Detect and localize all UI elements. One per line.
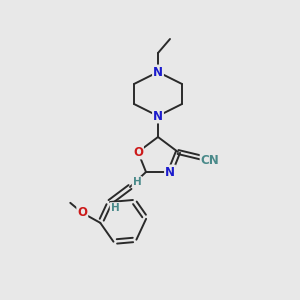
- Text: N: N: [153, 110, 163, 122]
- Text: H: H: [133, 177, 141, 187]
- Text: CN: CN: [201, 154, 219, 167]
- Text: N: N: [153, 65, 163, 79]
- Text: O: O: [133, 146, 143, 158]
- Text: O: O: [77, 206, 87, 219]
- Text: N: N: [165, 166, 175, 178]
- Text: H: H: [111, 203, 119, 213]
